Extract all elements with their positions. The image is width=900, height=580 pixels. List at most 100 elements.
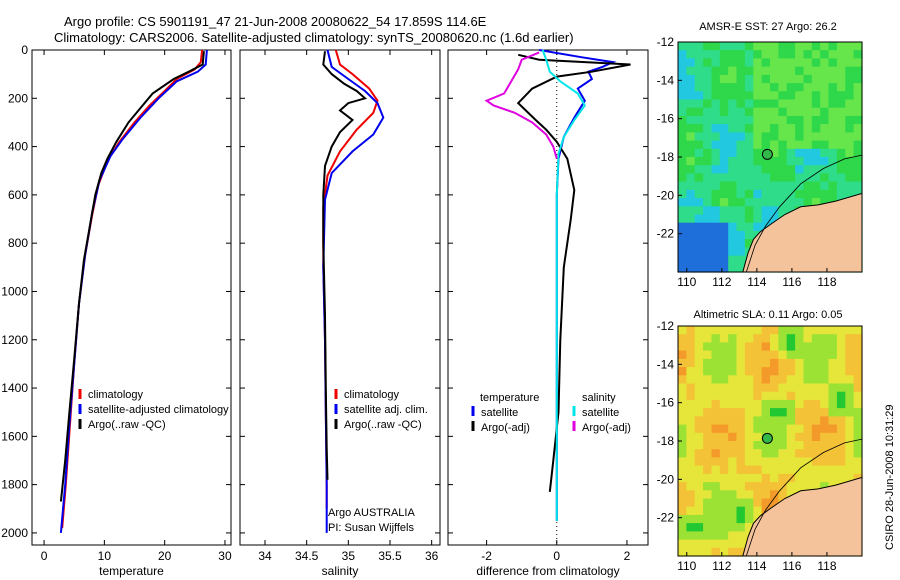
heatmap-cell: [803, 482, 813, 491]
heatmap-cell: [828, 399, 838, 409]
heatmap-cell: [836, 473, 846, 483]
heatmap-cell: [694, 181, 704, 191]
heatmap-cell: [694, 506, 704, 516]
heatmap-cell: [728, 42, 738, 51]
heatmap-cell: [770, 214, 779, 224]
heatmap-cell: [711, 432, 721, 442]
heatmap-cell: [761, 482, 771, 491]
heatmap-cell: [795, 58, 805, 68]
heatmap-cell: [694, 514, 704, 524]
heatmap-cell: [786, 375, 796, 385]
heatmap-cell: [728, 441, 738, 450]
heatmap-cell: [845, 58, 855, 68]
heatmap-cell: [786, 83, 796, 92]
heatmap-cell: [770, 399, 779, 409]
heatmap-cell: [703, 473, 713, 483]
heatmap-cell: [719, 115, 729, 125]
argo-position-marker: [761, 148, 773, 160]
heatmap-cell: [728, 539, 738, 549]
heatmap-cell: [753, 408, 763, 417]
heatmap-cell: [678, 367, 687, 376]
heatmap-cell: [803, 66, 813, 76]
heatmap-cell: [686, 358, 696, 368]
y-tick-label: 1000: [1, 284, 28, 298]
heatmap-cell: [728, 107, 738, 117]
heatmap-cell: [820, 115, 830, 125]
heatmap-cell: [719, 189, 729, 199]
heatmap-cell: [753, 416, 763, 426]
series-line-blue: [539, 49, 617, 521]
heatmap-cell: [694, 399, 704, 409]
heatmap-cell: [811, 58, 821, 68]
series-line-blue: [322, 49, 385, 533]
heatmap-cell: [711, 255, 721, 265]
heatmap-cell: [703, 383, 713, 393]
heatmap-cell: [795, 148, 805, 158]
heatmap-cell: [778, 326, 788, 335]
heatmap-cell: [828, 124, 838, 133]
heatmap-cell: [686, 189, 696, 199]
heatmap-cell: [845, 408, 855, 417]
heatmap-cell: [753, 148, 763, 158]
heatmap-cell: [753, 58, 763, 68]
heatmap-cell: [786, 198, 796, 207]
heatmap-cell: [703, 50, 713, 59]
heatmap-cell: [828, 375, 838, 385]
legend-label: climatology: [344, 389, 400, 401]
heatmap-cell: [811, 408, 821, 417]
heatmap-cell: [853, 165, 863, 174]
heatmap-cell: [828, 140, 838, 150]
heatmap-cell: [770, 107, 779, 117]
heatmap-cell: [728, 58, 738, 68]
heatmap-cell: [845, 91, 855, 101]
heatmap-cell: [678, 83, 687, 92]
heatmap-cell: [728, 132, 738, 142]
heatmap-cell: [694, 350, 704, 360]
x-tick-label: 118: [817, 559, 836, 573]
heatmap-cell: [836, 91, 846, 101]
heatmap-cell: [786, 424, 796, 434]
heatmap-cell: [686, 334, 696, 343]
heatmap-cell: [744, 342, 754, 352]
heatmap-cell: [694, 66, 704, 76]
heatmap-cell: [694, 523, 704, 532]
heatmap-cell: [711, 42, 721, 51]
heatmap-cell: [728, 181, 738, 191]
heatmap-cell: [786, 58, 796, 68]
heatmap-cell: [753, 132, 763, 142]
heatmap-cell: [728, 424, 738, 434]
heatmap-cell: [828, 441, 838, 450]
heatmap-cell: [820, 91, 830, 101]
heatmap-cell: [719, 165, 729, 174]
heatmap-cell: [719, 350, 729, 360]
heatmap-cell: [728, 326, 738, 335]
heatmap-cell: [853, 391, 863, 401]
heatmap-cell: [703, 465, 713, 475]
heatmap-cell: [753, 498, 763, 508]
x-tick-label: 10: [98, 549, 112, 563]
heatmap-cell: [820, 465, 830, 475]
heatmap-cell: [795, 465, 805, 475]
heatmap-cell: [836, 58, 846, 68]
heatmap-cell: [736, 547, 746, 557]
heatmap-cell: [845, 148, 855, 158]
heatmap-cell: [694, 206, 704, 216]
heatmap-cell: [744, 91, 754, 101]
heatmap-cell: [711, 547, 721, 557]
heatmap-cell: [703, 107, 713, 117]
heatmap-cell: [770, 66, 779, 76]
heatmap-cell: [686, 91, 696, 101]
heatmap-cell: [778, 74, 788, 84]
heatmap-cell: [736, 391, 746, 401]
heatmap-cell: [761, 399, 771, 409]
heatmap-cell: [694, 498, 704, 508]
x-tick-label: 35.5: [378, 549, 402, 563]
heatmap-cell: [744, 399, 754, 409]
heatmap-cell: [678, 482, 687, 491]
heatmap-cell: [753, 465, 763, 475]
heatmap-cell: [845, 115, 855, 125]
heatmap-cell: [719, 148, 729, 158]
heatmap-cell: [761, 99, 771, 109]
heatmap-cell: [803, 165, 813, 174]
heatmap-cell: [719, 342, 729, 352]
